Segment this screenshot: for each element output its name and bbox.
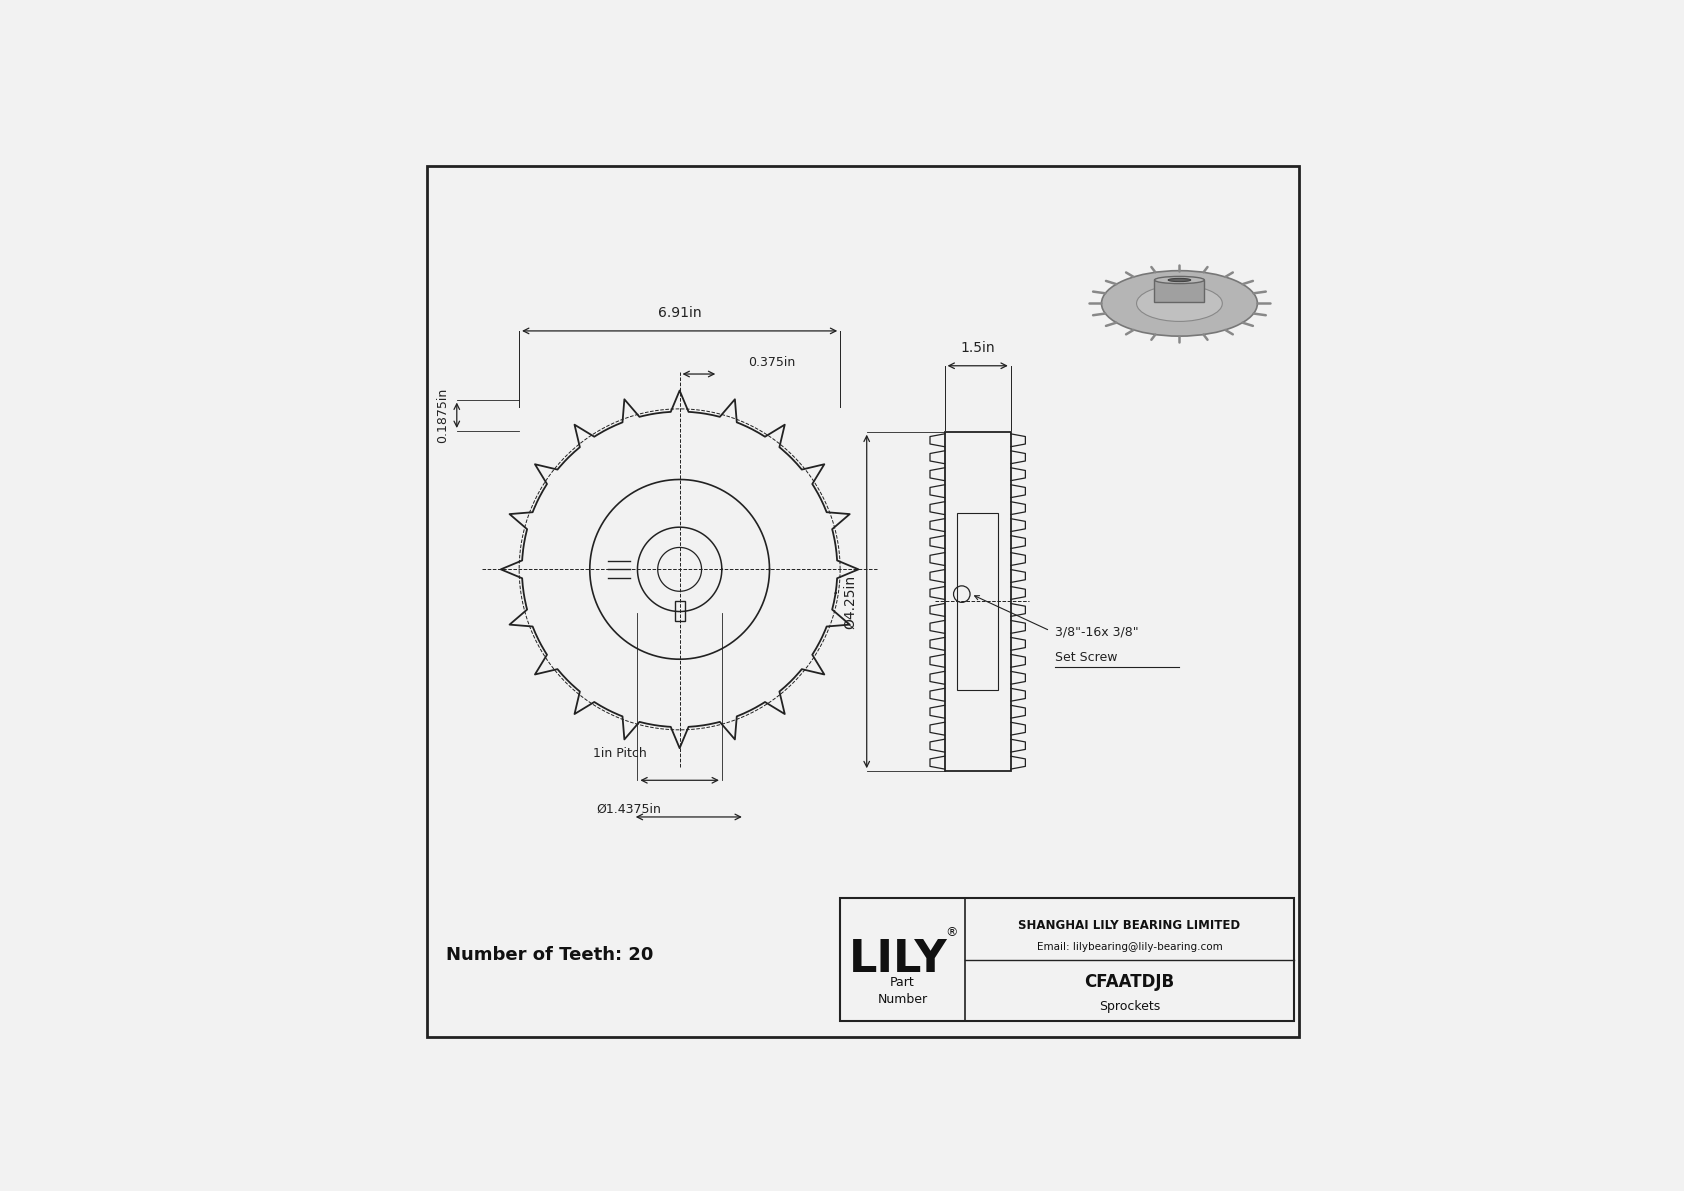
- Ellipse shape: [1155, 276, 1204, 283]
- Text: CFAATDJB: CFAATDJB: [1084, 973, 1174, 991]
- Text: 0.1875in: 0.1875in: [436, 387, 450, 443]
- Ellipse shape: [1169, 279, 1191, 281]
- Text: Number of Teeth: 20: Number of Teeth: 20: [446, 946, 653, 964]
- Text: LILY: LILY: [849, 939, 948, 981]
- Bar: [957, 513, 999, 690]
- Ellipse shape: [1101, 270, 1258, 336]
- Text: SHANGHAI LILY BEARING LIMITED: SHANGHAI LILY BEARING LIMITED: [1019, 919, 1241, 933]
- Text: Set Screw: Set Screw: [1054, 650, 1116, 663]
- Bar: [840, 898, 1293, 1022]
- Text: Ø4.25in: Ø4.25in: [844, 574, 857, 629]
- Text: Sprockets: Sprockets: [1100, 1000, 1160, 1014]
- Text: Email: lilybearing@lily-bearing.com: Email: lilybearing@lily-bearing.com: [1037, 942, 1223, 952]
- Text: 3/8"-16x 3/8": 3/8"-16x 3/8": [1054, 625, 1138, 638]
- Text: 1.5in: 1.5in: [960, 341, 995, 355]
- Bar: [675, 601, 685, 622]
- Text: ®: ®: [945, 925, 958, 939]
- Bar: [1155, 280, 1204, 301]
- Text: Ø1.4375in: Ø1.4375in: [596, 803, 662, 816]
- Text: Part
Number: Part Number: [877, 975, 928, 1005]
- Ellipse shape: [1137, 286, 1223, 322]
- Text: 6.91in: 6.91in: [658, 306, 702, 320]
- Bar: [945, 432, 1010, 771]
- Text: 0.375in: 0.375in: [748, 356, 795, 368]
- Text: 1in Pitch: 1in Pitch: [593, 747, 647, 760]
